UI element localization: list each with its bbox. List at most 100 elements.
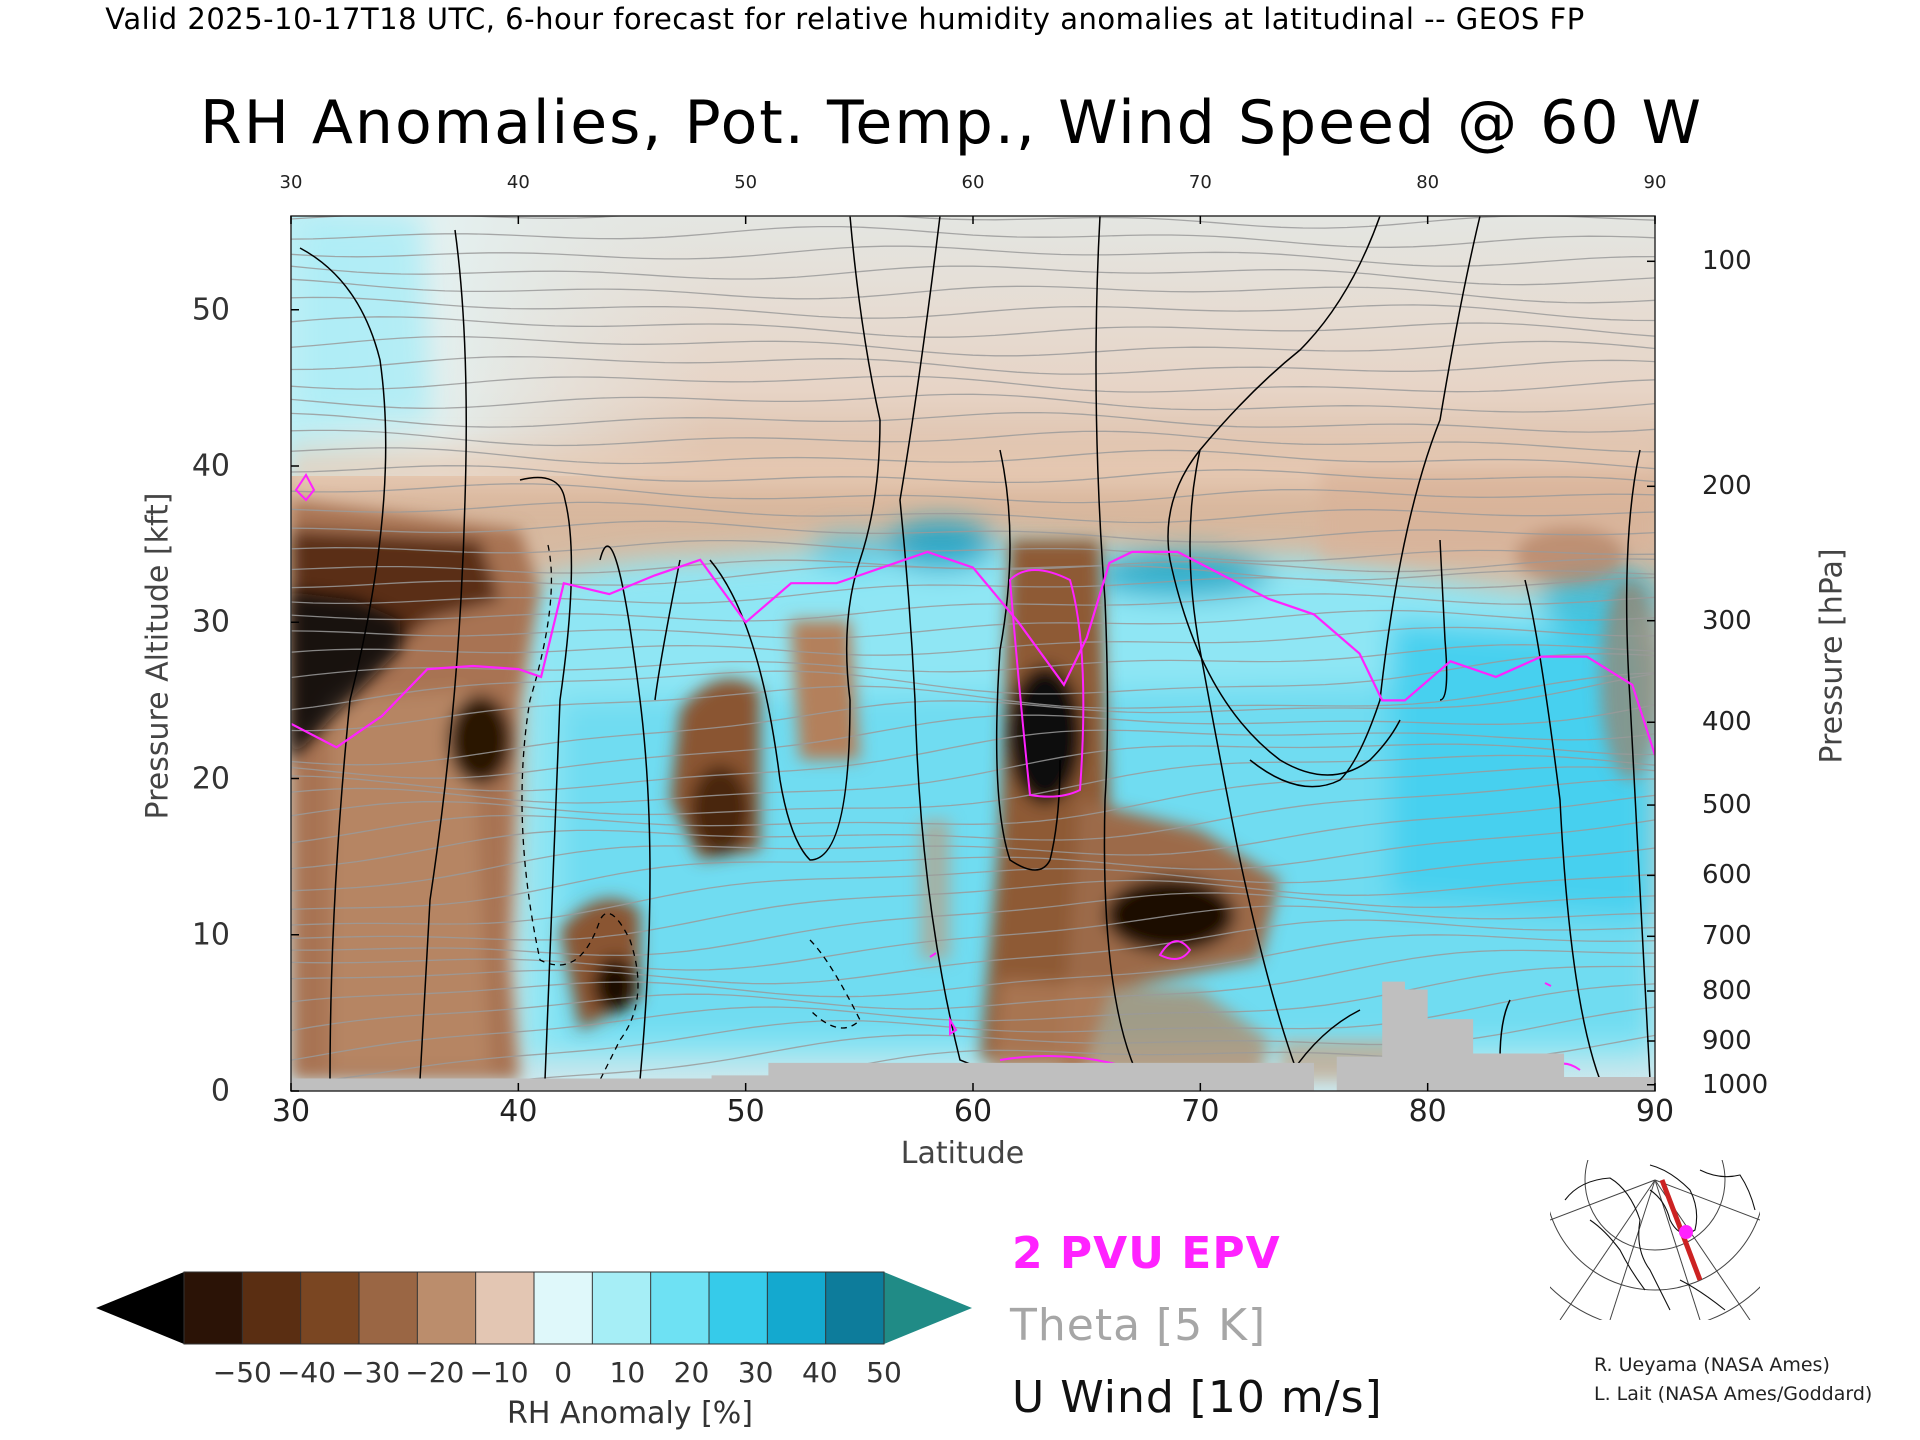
pressure-tick-label: 600	[1702, 860, 1752, 891]
theta-isentrope	[291, 873, 1655, 941]
theta-isentrope	[291, 905, 1655, 971]
theta-isentrope	[291, 794, 1655, 892]
x-tick-label: 60	[953, 1094, 993, 1129]
colorbar-tick-label: 40	[802, 1356, 838, 1389]
inset-locator-map	[1550, 1160, 1760, 1320]
theta-isentrope	[291, 609, 1655, 639]
pressure-tick-label: 900	[1702, 1026, 1752, 1056]
y-tick-label: 0	[210, 1073, 230, 1109]
colorbar-segment	[767, 1272, 827, 1344]
theta-isentrope	[291, 356, 1655, 375]
colorbar-tick-label: 20	[673, 1356, 710, 1389]
colorbar-tick-label: −50	[212, 1356, 272, 1389]
legend-epv: 2 PVU EPV	[1012, 1228, 1281, 1279]
colorbar-segment	[184, 1272, 243, 1344]
theta-isentrope	[291, 296, 1655, 322]
credit-line-1: R. Ueyama (NASA Ames)	[1594, 1354, 1830, 1376]
top-x-tick-label: 70	[1188, 172, 1212, 193]
colorbar-segment	[825, 1272, 885, 1344]
pressure-tick-label: 300	[1702, 605, 1752, 636]
y-tick-label: 50	[191, 292, 230, 328]
colorbar-tick-label: 30	[737, 1356, 774, 1389]
pressure-tick-label: 100	[1702, 246, 1752, 277]
colorbar-tick-label: 50	[866, 1356, 902, 1389]
theta-isentrope	[291, 225, 1655, 248]
top-x-tick-label: 50	[734, 172, 758, 193]
theta-isentrope	[291, 411, 1655, 433]
colorbar-tick-label: 10	[609, 1356, 646, 1389]
x-tick-label: 80	[1408, 1094, 1447, 1129]
theta-isentrope	[291, 429, 1655, 453]
colorbar-under-arrow	[96, 1272, 184, 1344]
terrain-mask	[291, 981, 1655, 1091]
theta-isentrope	[291, 501, 1655, 524]
top-x-tick-label: 40	[506, 172, 530, 193]
theta-isentrope	[291, 576, 1655, 605]
pressure-tick-label: 200	[1702, 471, 1752, 502]
colorbar-over-arrow	[884, 1272, 972, 1344]
theta-isentrope	[291, 949, 1655, 1032]
colorbar-tick-label: −40	[276, 1356, 337, 1389]
x-axis-label: Latitude	[900, 1136, 1025, 1171]
colorbar-segment	[650, 1272, 710, 1344]
theta-isentrope	[291, 729, 1655, 792]
theta-isentrope	[291, 265, 1655, 286]
pressure-tick-label: 800	[1702, 976, 1752, 1006]
theta-isentrope	[291, 375, 1655, 393]
u-wind-negative-contours	[521, 544, 861, 1081]
colorbar-segment	[359, 1272, 418, 1344]
theta-isentrope	[291, 704, 1655, 779]
theta-isentrope	[291, 316, 1655, 338]
top-x-tick-label: 30	[279, 172, 303, 193]
theta-isentrope	[291, 766, 1655, 844]
credit-line-2: L. Lait (NASA Ames/Goddard)	[1594, 1383, 1873, 1405]
theta-isentrope	[291, 245, 1655, 267]
chart-title: RH Anomalies, Pot. Temp., Wind Speed @ 6…	[200, 88, 1703, 158]
theta-isentrope	[291, 447, 1655, 470]
y-tick-label: 30	[191, 604, 230, 640]
theta-isentrope	[291, 335, 1655, 357]
x-tick-label: 30	[271, 1094, 311, 1129]
top-x-tick-label: 60	[961, 172, 985, 193]
colorbar-tick-label: −20	[405, 1356, 465, 1389]
legend-theta: Theta [5 K]	[1010, 1300, 1267, 1351]
colorbar-segment	[534, 1272, 593, 1344]
theta-isentrope	[291, 819, 1655, 910]
theta-contours	[291, 216, 1655, 1091]
pressure-tick-label: 700	[1702, 921, 1752, 952]
y-tick-label: 20	[191, 761, 230, 796]
x-tick-label: 40	[499, 1094, 538, 1129]
theta-isentrope	[291, 672, 1655, 732]
valid-time-line: Valid 2025-10-17T18 UTC, 6-hour forecast…	[105, 2, 1585, 36]
y-tick-label: 10	[191, 917, 230, 953]
theta-isentrope	[291, 743, 1655, 804]
colorbar-segment	[300, 1272, 360, 1344]
theta-isentrope	[291, 278, 1655, 304]
theta-isentrope	[291, 520, 1655, 543]
theta-isentrope	[291, 919, 1655, 985]
theta-isentrope	[291, 465, 1655, 484]
pressure-tick-label: 500	[1702, 790, 1752, 821]
colorbar-segment	[242, 1272, 302, 1344]
theta-isentrope	[291, 393, 1655, 413]
colorbar-tick-label: 0	[554, 1356, 573, 1389]
colorbar-segment	[417, 1272, 477, 1344]
colorbar	[96, 1271, 972, 1345]
pressure-tick-label: 1000	[1702, 1069, 1769, 1100]
theta-isentrope	[291, 754, 1655, 817]
theta-isentrope	[291, 934, 1655, 1003]
theta-isentrope	[291, 672, 1655, 766]
colorbar-label: RH Anomaly [%]	[507, 1396, 753, 1431]
colorbar-segment	[709, 1272, 768, 1344]
theta-isentrope	[291, 778, 1655, 870]
theta-isentrope	[291, 847, 1655, 926]
colorbar-tick-label: −10	[469, 1356, 529, 1389]
x-tick-label: 90	[1635, 1094, 1675, 1129]
top-x-tick-label: 80	[1416, 172, 1440, 193]
theta-isentrope	[291, 965, 1655, 1061]
colorbar-tick-label: −30	[341, 1356, 401, 1389]
colorbar-frame	[183, 1271, 885, 1345]
theta-isentrope	[291, 539, 1655, 562]
theta-isentrope	[291, 483, 1655, 504]
